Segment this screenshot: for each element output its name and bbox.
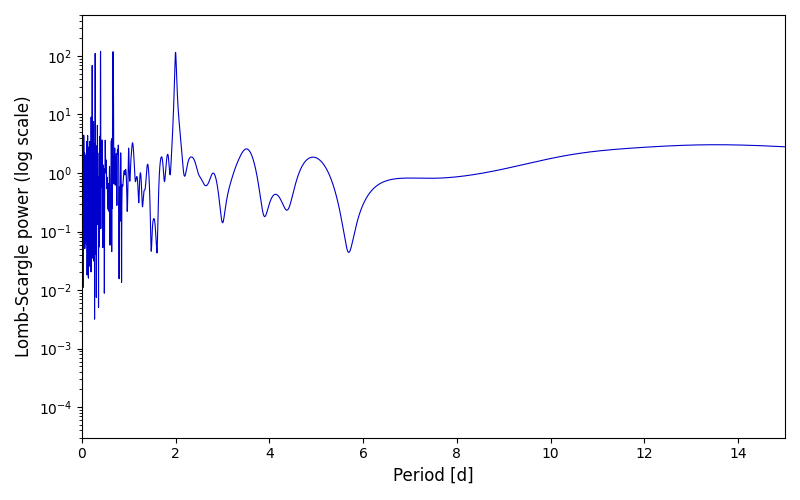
X-axis label: Period [d]: Period [d] — [393, 467, 474, 485]
Y-axis label: Lomb-Scargle power (log scale): Lomb-Scargle power (log scale) — [15, 96, 33, 357]
